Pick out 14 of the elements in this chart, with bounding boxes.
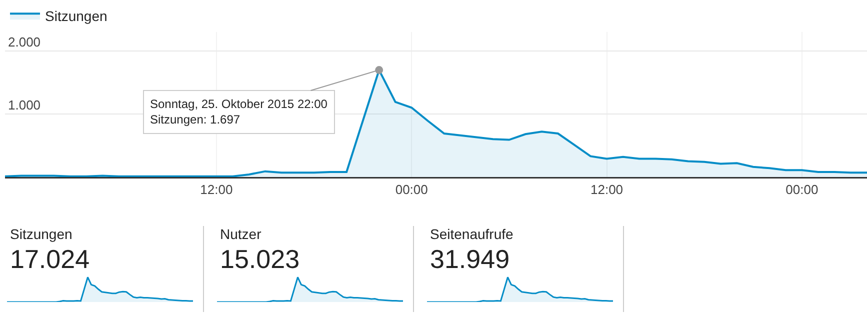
- chart-subtitle: 17.024: [10, 244, 91, 274]
- x-tick-label: 12:00: [590, 182, 624, 198]
- y-tick-label: 2.000: [8, 34, 41, 50]
- chart-subtitle: 31.949: [430, 244, 511, 274]
- x-tick-label: 00:00: [786, 182, 818, 198]
- chart-title: Nutzer: [220, 226, 262, 242]
- chart-title: Seitenaufrufe: [430, 226, 514, 242]
- y-tick-label: 1.000: [8, 97, 41, 112]
- legend-label: Sitzungen: [45, 8, 108, 24]
- chart-title: Sitzungen: [10, 226, 74, 242]
- x-tick-label: 12:00: [200, 182, 233, 198]
- chart-subtitle: 15.023: [220, 244, 301, 274]
- annotation: Sonntag, 25. Oktober 2015 22:00 Sitzungen: 1.697: [150, 97, 328, 127]
- x-tick-label: 00:00: [395, 182, 428, 198]
